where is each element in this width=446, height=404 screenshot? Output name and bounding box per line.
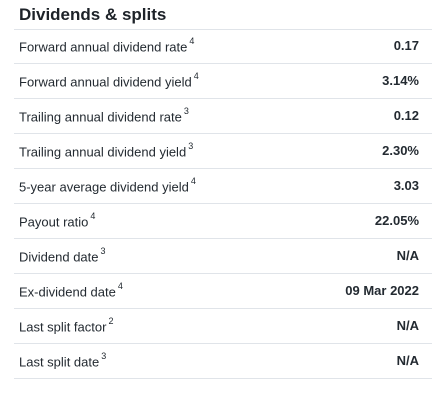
- row-label: Payout ratio 4: [19, 211, 96, 230]
- footnote-marker: 4: [190, 176, 196, 186]
- footnote-marker: 4: [189, 36, 195, 46]
- row-value: 2.30%: [382, 143, 419, 158]
- table-row-trailing-dividend-rate: Trailing annual dividend rate 3 0.12: [14, 99, 432, 134]
- table-row-last-split-date: Last split date 3 N/A: [14, 344, 432, 379]
- row-label: 5-year average dividend yield 4: [19, 176, 196, 195]
- footnote-marker: 3: [100, 246, 106, 256]
- table-row-ex-dividend-date: Ex-dividend date 4 09 Mar 2022: [14, 274, 432, 309]
- table-row-payout-ratio: Payout ratio 4 22.05%: [14, 204, 432, 239]
- row-value: N/A: [396, 248, 419, 263]
- stats-table: Forward annual dividend rate 4 0.17 Forwa…: [14, 29, 432, 379]
- row-value: N/A: [396, 353, 419, 368]
- row-label: Trailing annual dividend rate 3: [19, 106, 189, 125]
- row-value: N/A: [396, 318, 419, 333]
- table-row-five-year-avg-yield: 5-year average dividend yield 4 3.03: [14, 169, 432, 204]
- row-value: 22.05%: [374, 213, 419, 228]
- row-value: 0.12: [393, 108, 419, 123]
- table-row-trailing-dividend-yield: Trailing annual dividend yield 3 2.30%: [14, 134, 432, 169]
- row-label: Ex-dividend date 4: [19, 281, 123, 300]
- row-value: 3.14%: [382, 73, 419, 88]
- footnote-marker: 3: [183, 106, 189, 116]
- footnote-marker: 4: [90, 211, 96, 221]
- row-value: 09 Mar 2022: [345, 283, 419, 298]
- row-value: 3.03: [393, 178, 419, 193]
- title-divider: [14, 29, 432, 30]
- footnote-marker: 3: [101, 351, 107, 361]
- footnote-marker: 4: [117, 281, 123, 291]
- section-title: Dividends & splits: [19, 5, 167, 24]
- row-label: Dividend date 3: [19, 246, 106, 265]
- row-label: Last split date 3: [19, 351, 107, 370]
- row-value: 0.17: [393, 38, 419, 53]
- table-row-forward-dividend-rate: Forward annual dividend rate 4 0.17: [14, 29, 432, 64]
- table-row-dividend-date: Dividend date 3 N/A: [14, 239, 432, 274]
- footnote-marker: 2: [108, 316, 114, 326]
- footnote-marker: 3: [188, 141, 194, 151]
- row-label: Last split factor 2: [19, 316, 114, 335]
- row-label: Trailing annual dividend yield 3: [19, 141, 194, 160]
- table-row-forward-dividend-yield: Forward annual dividend yield 4 3.14%: [14, 64, 432, 99]
- footnote-marker: 4: [193, 71, 199, 81]
- row-label: Forward annual dividend rate 4: [19, 36, 195, 55]
- row-label: Forward annual dividend yield 4: [19, 71, 199, 90]
- table-row-last-split-factor: Last split factor 2 N/A: [14, 309, 432, 344]
